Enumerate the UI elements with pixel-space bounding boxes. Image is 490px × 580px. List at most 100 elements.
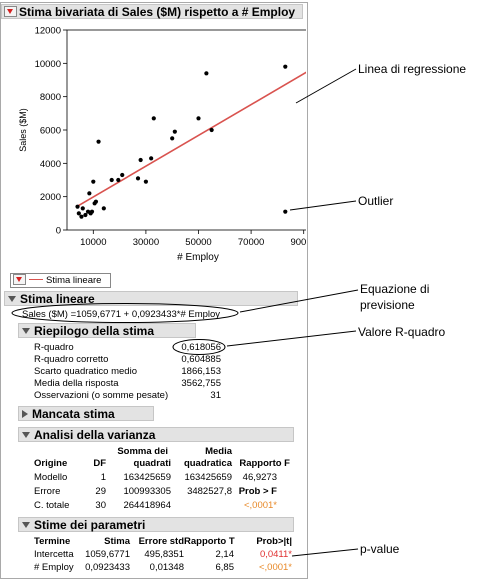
data-point <box>204 71 209 76</box>
anova-source-model: Modello <box>34 472 68 483</box>
anova-title: Analisi della varianza <box>34 428 156 442</box>
params-title: Stime dei parametri <box>34 518 146 532</box>
anova-ms-error: 3482527,8 <box>187 486 232 497</box>
summary-value-rsq: 0,618056 <box>181 342 221 353</box>
disclosure-open-icon[interactable] <box>22 327 30 334</box>
data-point <box>151 116 156 121</box>
disclosure-closed-icon[interactable] <box>22 409 28 418</box>
fit-header[interactable]: Stima lineare <box>4 291 298 306</box>
annotation-outlier: Outlier <box>358 194 394 208</box>
lack-of-fit-header[interactable]: Mancata stima <box>18 406 154 421</box>
scatter-chart[interactable]: 10000 30000 50000 70000 90000 0 2000 4000 6000 80… <box>0 22 306 265</box>
callout-line-pvalue <box>291 548 359 557</box>
data-point <box>172 129 177 134</box>
anova-header-df: DF <box>93 458 106 469</box>
data-point <box>96 139 101 144</box>
data-point <box>196 116 201 121</box>
anova-header[interactable]: Analisi della varianza <box>18 427 294 442</box>
params-header-estimate: Stima <box>104 536 130 547</box>
data-point <box>79 214 84 219</box>
legend-box[interactable]: Stima lineare <box>10 273 111 288</box>
annotation-equation-2: previsione <box>360 298 415 312</box>
data-point <box>143 179 148 184</box>
anova-ss-error: 100993305 <box>123 486 171 497</box>
data-point <box>120 172 125 178</box>
y-tick-label: 2000 <box>40 192 61 203</box>
data-point <box>76 211 81 216</box>
x-tick-label: 50000 <box>185 237 211 248</box>
summary-value-rmse: 1866,153 <box>181 366 221 377</box>
params-header-p: Prob>|t| <box>256 536 292 547</box>
summary-label-obs: Osservazioni (o somme pesate) <box>34 390 169 401</box>
summary-header[interactable]: Riepilogo della stima <box>18 323 196 338</box>
data-point <box>93 199 99 204</box>
regression-line <box>75 71 306 208</box>
red-triangle-menu-icon[interactable] <box>13 274 26 285</box>
red-triangle-menu-icon[interactable] <box>4 6 17 18</box>
data-point <box>80 206 85 211</box>
data-point <box>149 156 154 161</box>
x-tick-label: 10000 <box>80 237 106 248</box>
data-point <box>283 209 288 214</box>
summary-value-mean: 3562,755 <box>181 378 221 389</box>
data-point <box>87 191 92 196</box>
annotation-regression-line: Linea di regressione <box>358 62 467 76</box>
params-term-employ: # Employ <box>34 562 74 573</box>
params-t-intercept: 2,14 <box>215 549 235 560</box>
data-point <box>209 127 214 133</box>
data-point <box>101 206 106 211</box>
x-tick-label: 30000 <box>133 237 159 248</box>
anova-header-source: Origine <box>34 458 68 469</box>
anova-ss-total: 264418964 <box>123 500 171 511</box>
data-point <box>138 157 143 163</box>
disclosure-open-icon[interactable] <box>8 295 16 302</box>
equation-highlight <box>11 303 239 323</box>
y-tick-label: 4000 <box>40 159 61 170</box>
params-estimate-employ: 0,0923433 <box>85 562 130 573</box>
params-t-employ: 6,85 <box>215 562 235 573</box>
rsquare-highlight <box>172 339 226 355</box>
data-point <box>170 136 175 141</box>
report-header[interactable]: Stima bivariata di Sales ($M) rispetto a… <box>1 4 303 19</box>
summary-label-mean: Media della risposta <box>34 378 119 389</box>
annotation-rsquare: Valore R-quadro <box>358 325 446 339</box>
y-tick-label: 12000 <box>35 26 61 37</box>
summary-label-rsq: R-quadro <box>34 342 74 353</box>
anova-header-ms-1: Media <box>205 446 232 457</box>
summary-title: Riepilogo della stima <box>34 324 155 338</box>
params-estimate-intercept: 1059,6771 <box>85 549 130 560</box>
callout-line-outlier <box>289 200 357 211</box>
anova-df-error: 29 <box>95 486 106 497</box>
report-title: Stima bivariata di Sales ($M) rispetto a… <box>19 5 296 19</box>
anova-ss-model: 163425659 <box>123 472 171 483</box>
callout-line-equation <box>239 289 359 313</box>
y-tick-label: 0 <box>56 226 61 237</box>
anova-f-model: 46,9273 <box>242 472 277 483</box>
data-point <box>283 64 288 69</box>
params-header-t: Rapporto T <box>184 536 235 547</box>
lack-of-fit-title: Mancata stima <box>32 407 115 421</box>
anova-header-ms-2: quadratica <box>183 458 232 469</box>
y-axis-label: Sales ($M) <box>18 108 28 152</box>
legend-label: Stima lineare <box>46 275 102 287</box>
y-tick-label: 6000 <box>40 126 61 137</box>
fit-equation: Sales ($M) =1059,6771 + 0,0923433*# Empl… <box>22 309 221 320</box>
anova-header-prob: Prob > F <box>238 486 277 497</box>
data-point <box>89 209 95 214</box>
annotation-equation-1: Equazione di <box>360 282 430 296</box>
data-point <box>83 212 88 218</box>
anova-source-total: C. totale <box>34 500 70 511</box>
data-point <box>116 177 121 183</box>
params-se-intercept: 495,8351 <box>144 549 184 560</box>
disclosure-open-icon[interactable] <box>22 521 30 528</box>
params-header[interactable]: Stime dei parametri <box>18 517 294 532</box>
anova-prob-value: <,0001* <box>243 500 277 511</box>
legend-line-swatch <box>29 279 43 280</box>
disclosure-open-icon[interactable] <box>22 431 30 438</box>
y-tick-label: 8000 <box>40 92 61 103</box>
x-tick-label: 70000 <box>238 237 264 248</box>
anova-header-ss-2: quadrati <box>133 458 171 469</box>
params-p-employ: <,0001* <box>258 562 292 573</box>
anova-ms-model: 163425659 <box>184 472 232 483</box>
